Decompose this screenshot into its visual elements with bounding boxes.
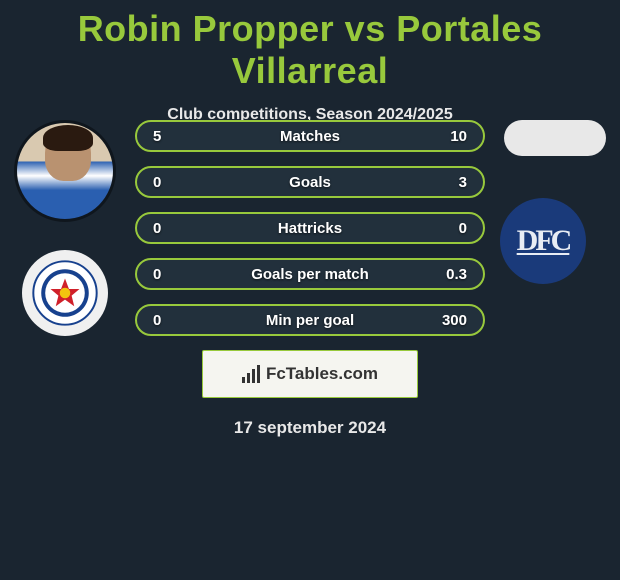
left-club-badge [22,250,108,336]
left-player-column [10,120,120,336]
bar-chart-icon [242,365,260,383]
page-title: Robin Propper vs Portales Villarreal [0,0,620,92]
stats-block: 5 Matches 10 0 Goals 3 0 Hattricks 0 0 G… [135,120,485,438]
right-player-column: DFC [500,120,610,284]
brand-box: FcTables.com [202,350,418,398]
stat-right-value: 0 [435,220,467,237]
stat-label: Min per goal [137,312,483,329]
stat-right-value: 10 [435,128,467,145]
stat-row-gpm: 0 Goals per match 0.3 [135,258,485,290]
stat-left-value: 0 [153,220,185,237]
stat-right-value: 0.3 [435,266,467,283]
right-club-badge: DFC [500,198,586,284]
rangers-crest-icon [32,260,98,326]
stat-label: Hattricks [137,220,483,237]
stat-row-hattricks: 0 Hattricks 0 [135,212,485,244]
stat-label: Goals per match [137,266,483,283]
stat-label: Goals [137,174,483,191]
stat-label: Matches [137,128,483,145]
left-player-avatar [14,120,116,222]
stat-left-value: 0 [153,174,185,191]
stat-left-value: 5 [153,128,185,145]
dundee-monogram: DFC [517,224,570,258]
stat-row-goals: 0 Goals 3 [135,166,485,198]
stat-row-matches: 5 Matches 10 [135,120,485,152]
comparison-infographic: { "title": "Robin Propper vs Portales Vi… [0,0,620,580]
stat-right-value: 300 [435,312,467,329]
stat-row-mpg: 0 Min per goal 300 [135,304,485,336]
brand-text: FcTables.com [266,364,378,384]
stat-right-value: 3 [435,174,467,191]
right-player-avatar [504,120,606,156]
stat-left-value: 0 [153,266,185,283]
stat-left-value: 0 [153,312,185,329]
date-line: 17 september 2024 [135,418,485,438]
